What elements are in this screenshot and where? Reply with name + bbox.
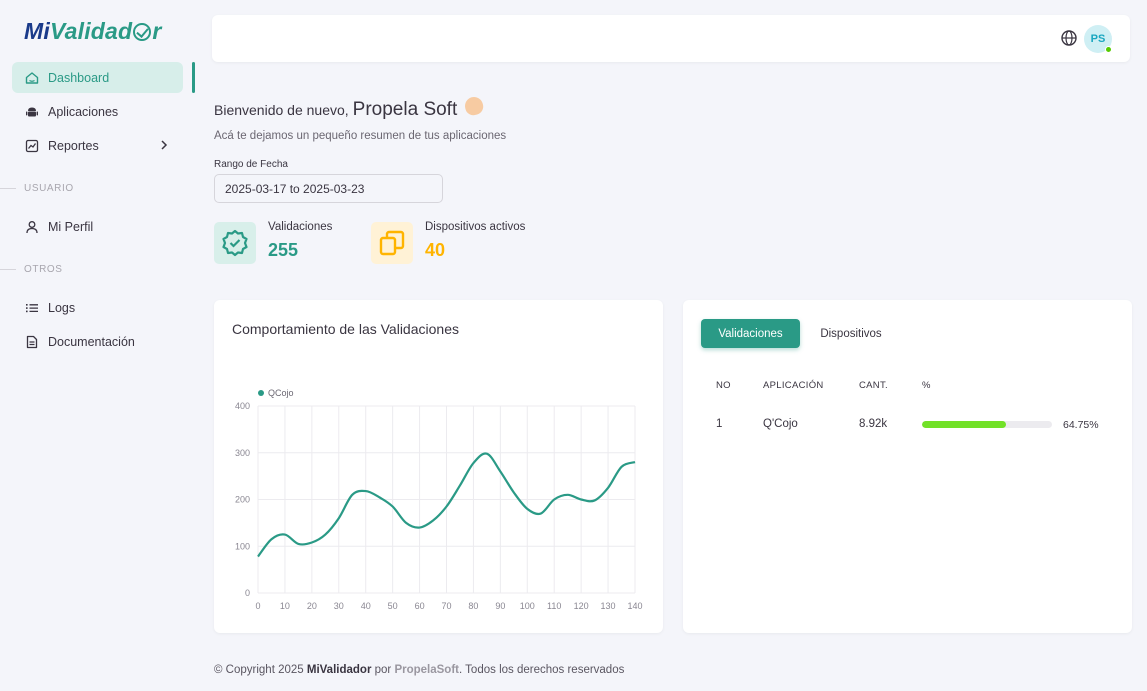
table-card: Validaciones Dispositivos NO APLICACIÓN … [683, 300, 1132, 633]
devices-icon [371, 222, 413, 264]
section-label-user: USUARIO [0, 183, 195, 194]
welcome-greeting: Bienvenido de nuevo, [214, 102, 349, 118]
x-tick-label: 140 [627, 601, 642, 611]
waving-hand-icon [463, 94, 486, 118]
x-tick-label: 20 [307, 601, 317, 611]
date-range-label: Rango de Fecha [214, 159, 288, 170]
x-tick-label: 30 [334, 601, 344, 611]
cell-app: Q'Cojo [763, 418, 798, 430]
online-status-dot [1105, 46, 1112, 53]
column-header-cant: CANT. [859, 380, 888, 391]
sidebar-item-aplicaciones[interactable]: Aplicaciones [12, 96, 183, 127]
footer-company-link[interactable]: PropelaSoft [394, 664, 459, 676]
stat-value-devices: 40 [425, 240, 446, 260]
y-tick-label: 100 [235, 541, 250, 551]
cell-qty: 8.92k [859, 418, 888, 430]
welcome-heading: Bienvenido de nuevo, Propela Soft [214, 94, 486, 121]
x-tick-label: 50 [388, 601, 398, 611]
x-tick-label: 120 [574, 601, 589, 611]
validations-badge-icon [214, 222, 256, 264]
date-range-input[interactable] [214, 174, 443, 203]
sidebar-item-label: Dashboard [48, 70, 110, 85]
sidebar-item-label: Mi Perfil [48, 219, 94, 234]
sidebar: MiValidad r Dashboard Aplicaciones Report… [0, 0, 195, 691]
android-icon [25, 105, 39, 119]
chart-icon [25, 139, 39, 153]
sidebar-item-logs[interactable]: Logs [12, 292, 183, 323]
avatar[interactable]: PS [1084, 25, 1112, 53]
column-header-percent: % [922, 380, 931, 391]
chevron-right-icon [159, 138, 169, 155]
legend-label: QCojo [268, 388, 294, 398]
percent-progress-bar [922, 421, 1052, 428]
y-tick-label: 200 [235, 495, 250, 505]
footer-copyright: © Copyright 2025 [214, 664, 304, 676]
x-tick-label: 80 [468, 601, 478, 611]
tab-validaciones[interactable]: Validaciones [701, 319, 800, 348]
footer-by: por [374, 664, 392, 676]
app-logo[interactable]: MiValidad r [24, 18, 162, 44]
sidebar-item-reportes[interactable]: Reportes [12, 130, 183, 161]
active-indicator [192, 62, 195, 93]
footer-suffix: . Todos los derechos reservados [459, 664, 625, 676]
stat-title-validations: Validaciones [268, 221, 333, 233]
x-tick-label: 60 [415, 601, 425, 611]
sidebar-item-label: Logs [48, 300, 76, 315]
stat-value-validations: 255 [268, 240, 299, 260]
column-header-aplicacion: APLICACIÓN [763, 380, 824, 391]
section-label-others: OTROS [0, 264, 195, 275]
cell-no: 1 [716, 418, 723, 430]
chart-title: Comportamiento de las Validaciones [232, 321, 459, 337]
sidebar-item-label: Aplicaciones [48, 104, 119, 119]
welcome-subtitle: Acá te dejamos un pequeño resumen de tus… [214, 130, 507, 142]
x-tick-label: 0 [255, 601, 260, 611]
sidebar-item-dashboard[interactable]: Dashboard [12, 62, 183, 93]
x-tick-label: 100 [520, 601, 535, 611]
y-tick-label: 400 [235, 401, 250, 411]
check-icon [133, 23, 152, 41]
home-icon [25, 71, 39, 85]
tab-dispositivos[interactable]: Dispositivos [820, 327, 882, 340]
footer: © Copyright 2025 MiValidador por Propela… [214, 664, 624, 676]
chart-card: Comportamiento de las Validaciones QCojo… [214, 300, 663, 633]
stat-title-devices: Dispositivos activos [425, 221, 526, 233]
sidebar-item-label: Reportes [48, 138, 99, 153]
series-line-qcojo [257, 452, 636, 558]
avatar-initials: PS [1090, 33, 1106, 45]
x-tick-label: 130 [601, 601, 616, 611]
chart-legend[interactable]: QCojo [258, 388, 294, 398]
footer-brand[interactable]: MiValidador [306, 664, 372, 676]
document-icon [25, 335, 39, 349]
user-icon [25, 220, 39, 234]
sidebar-item-documentacion[interactable]: Documentación [12, 326, 183, 357]
progress-fill [922, 421, 1007, 428]
welcome-name: Propela Soft [352, 99, 458, 120]
line-chart: 0 100 200 300 400 0 10 20 30 40 50 60 70 80 90 100 110 12… [235, 401, 643, 611]
y-tick-label: 0 [245, 588, 250, 598]
top-bar: PS [212, 15, 1130, 62]
globe-icon[interactable] [1060, 29, 1078, 47]
legend-swatch [258, 390, 264, 396]
x-tick-label: 90 [495, 601, 505, 611]
y-tick-label: 300 [235, 448, 250, 458]
sidebar-item-mi-perfil[interactable]: Mi Perfil [12, 211, 183, 242]
x-tick-label: 10 [280, 601, 290, 611]
x-tick-label: 70 [441, 601, 451, 611]
list-icon [25, 301, 39, 315]
column-header-no: NO [716, 380, 731, 391]
cell-percent: 64.75% [1063, 419, 1099, 431]
x-tick-label: 40 [361, 601, 371, 611]
sidebar-item-label: Documentación [48, 334, 135, 349]
x-tick-label: 110 [547, 601, 561, 611]
